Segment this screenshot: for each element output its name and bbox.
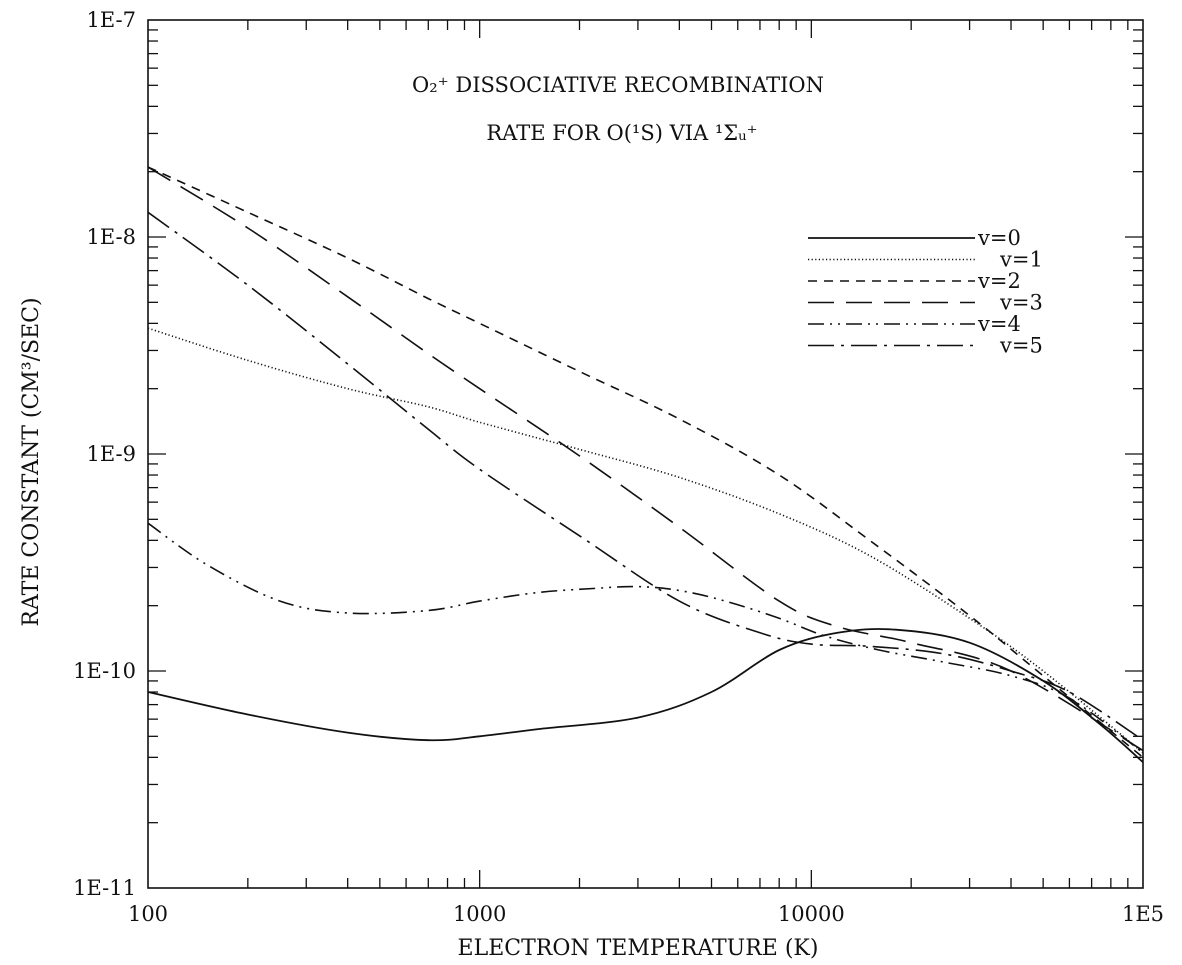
- series-line-v4: [147, 522, 1144, 754]
- series-line-v0: [147, 628, 1144, 763]
- series-line-v5: [147, 211, 1144, 741]
- x-axis-label: ELECTRON TEMPERATURE (K): [458, 936, 819, 961]
- legend-label-v3: v=3: [999, 291, 1043, 315]
- series-line-v3: [147, 166, 1144, 752]
- legend-label-v4: v=4: [977, 312, 1021, 336]
- legend-label-v1: v=1: [999, 248, 1043, 272]
- chart-title-line-1: O₂⁺ DISSOCIATIVE RECOMBINATION: [412, 73, 824, 97]
- series-line-v1: [147, 327, 1144, 754]
- y-tick-label: 1E-9: [86, 442, 136, 466]
- legend-label-v5: v=5: [999, 334, 1043, 358]
- plot-area: 100 1000 10000 1E5 1E-7 1E-8 1E-9 1E-10 1E-11: [73, 8, 1164, 926]
- y-tick-label: 1E-8: [86, 225, 136, 249]
- y-tick-label: 1E-10: [73, 659, 136, 683]
- x-tick-label: 100: [128, 902, 168, 926]
- y-axis-label: RATE CONSTANT (CM³/SEC): [19, 297, 44, 626]
- x-tick-label: 1000: [453, 902, 506, 926]
- legend-label-v2: v=2: [977, 269, 1021, 293]
- y-tick-label: 1E-7: [86, 8, 136, 32]
- x-tick-label: 1E5: [1122, 902, 1164, 926]
- legend: v=0v=1v=2v=3v=4v=5: [808, 226, 1043, 358]
- y-tick-label: 1E-11: [73, 876, 136, 900]
- chart-title-line-2: RATE FOR O(¹S) VIA ¹Σᵤ⁺: [486, 121, 757, 145]
- x-tick-label: 10000: [778, 902, 845, 926]
- legend-label-v0: v=0: [977, 226, 1021, 250]
